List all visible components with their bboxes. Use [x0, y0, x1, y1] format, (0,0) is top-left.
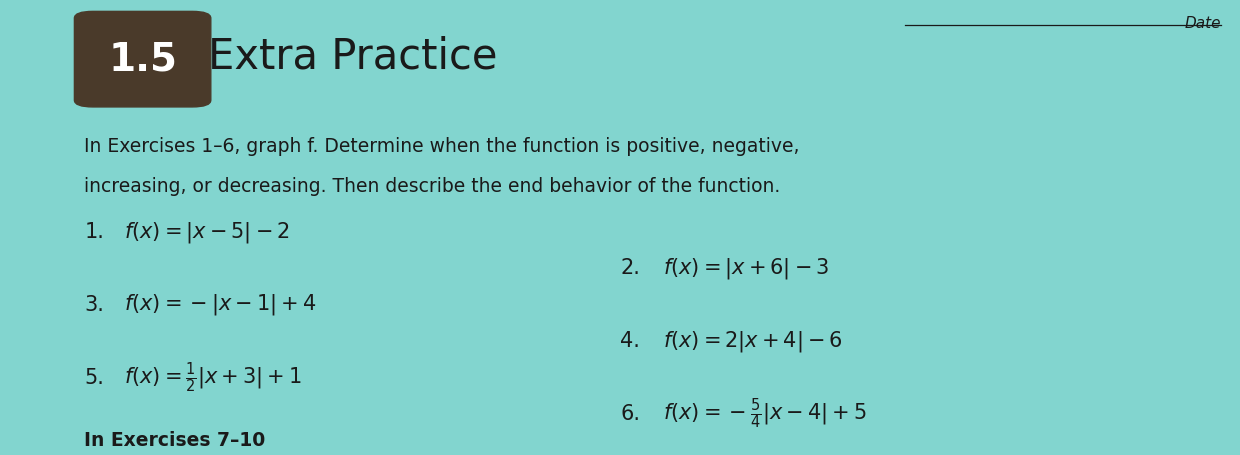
Text: 5.: 5.	[84, 368, 104, 388]
Text: 6.: 6.	[620, 404, 640, 424]
Text: increasing, or decreasing. Then describe the end behavior of the function.: increasing, or decreasing. Then describe…	[84, 177, 780, 197]
Text: 3.: 3.	[84, 295, 104, 315]
Text: $f(x) = |x + 6| - 3$: $f(x) = |x + 6| - 3$	[663, 256, 830, 281]
Text: 1.: 1.	[84, 222, 104, 242]
FancyBboxPatch shape	[74, 11, 211, 107]
Text: 1.5: 1.5	[108, 40, 177, 78]
Text: $f(x) = |x - 5| - 2$: $f(x) = |x - 5| - 2$	[124, 220, 290, 244]
Text: In Exercises 7–10: In Exercises 7–10	[84, 431, 265, 450]
Text: 2.: 2.	[620, 258, 640, 278]
Text: Extra Practice: Extra Practice	[208, 36, 497, 78]
Text: Date: Date	[1185, 16, 1221, 31]
Text: In Exercises 1–6, graph f. Determine when the function is positive, negative,: In Exercises 1–6, graph f. Determine whe…	[84, 136, 800, 156]
Text: $f(x) = 2|x + 4| - 6$: $f(x) = 2|x + 4| - 6$	[663, 329, 843, 354]
Text: $f(x) = -\frac{5}{4}|x - 4| + 5$: $f(x) = -\frac{5}{4}|x - 4| + 5$	[663, 397, 867, 431]
Text: 4.: 4.	[620, 331, 640, 351]
Text: $f(x) = \frac{1}{2}|x + 3| + 1$: $f(x) = \frac{1}{2}|x + 3| + 1$	[124, 360, 301, 395]
Text: $f(x) = -|x - 1| + 4$: $f(x) = -|x - 1| + 4$	[124, 293, 316, 317]
